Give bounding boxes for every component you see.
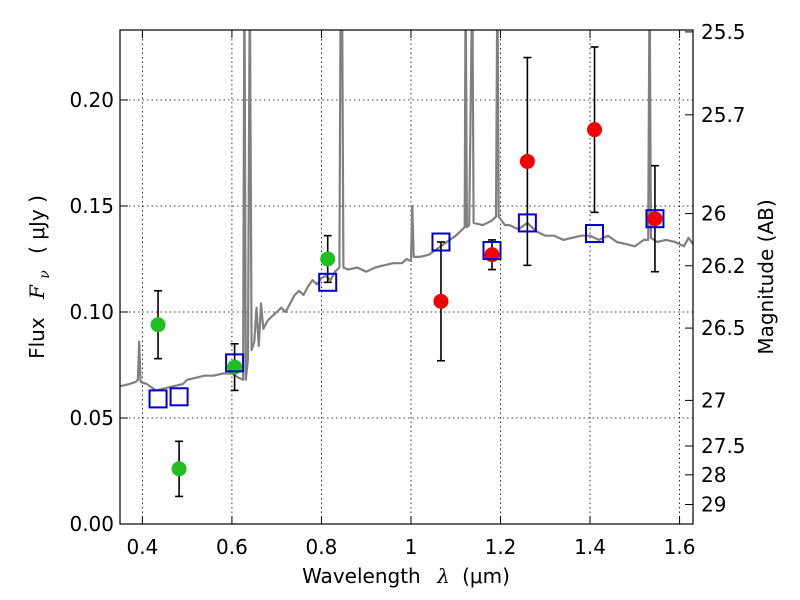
y-tick-label: 0.05 [69, 406, 114, 430]
grid [120, 30, 693, 525]
model-point-square [148, 389, 168, 409]
data-point-series-1 [519, 153, 535, 169]
x-tick-label: 1.4 [574, 535, 606, 559]
x-axis-label-text: Wavelength [302, 564, 421, 588]
model-point-square [645, 209, 665, 229]
y-axis-label: Flux F ν ( μJy ) [25, 195, 54, 359]
right-tick-label: 26 [701, 202, 726, 226]
y-tick-label: 0.20 [69, 88, 114, 112]
x-tick-label: 0.8 [306, 535, 338, 559]
x-tick-label: 1 [405, 535, 418, 559]
y-axis-label-unit: ( μJy ) [25, 195, 49, 254]
right-tick-label: 27 [701, 388, 726, 412]
y-axis-label-symbol: F [25, 284, 49, 300]
x-axis-label: Wavelength λ (μm) [302, 564, 510, 588]
y-axis-label-subscript: ν [37, 270, 53, 279]
model-point-square [517, 213, 537, 233]
plot-background [120, 30, 693, 524]
model-point-square [482, 240, 502, 260]
ticks: 0.4 0.6 0.8 1 1.2 1.4 1.6 0.00 0.05 0.10 0.15 0.20 2… [69, 20, 745, 559]
plot-frame [119, 29, 694, 525]
x-axis-label-symbol: λ [436, 564, 450, 588]
spectrum-layer [120, 30, 693, 392]
model-point-square [585, 224, 605, 244]
right-tick-label: 29 [701, 492, 726, 516]
data-point-series-0 [320, 251, 336, 267]
right-tick-label: 26.2 [701, 254, 746, 278]
right-tick-label: 27.5 [701, 434, 746, 458]
marker-layer [148, 122, 665, 477]
x-axis-label-unit: (μm) [462, 564, 510, 588]
data-point-series-0 [171, 461, 187, 477]
y-tick-label: 0.10 [69, 300, 114, 324]
data-point-series-1 [647, 211, 663, 227]
right-tick-label: 26.5 [701, 316, 746, 340]
data-point-series-1 [433, 293, 449, 309]
data-point-series-0 [150, 317, 166, 333]
data-point-series-1 [587, 122, 603, 138]
right-tick-label: 25.7 [701, 103, 746, 127]
model-point-square [318, 272, 338, 292]
x-tick-label: 1.2 [485, 535, 517, 559]
right-axis-label: Magnitude (AB) [754, 199, 778, 354]
right-tick-label: 25.5 [701, 20, 746, 44]
x-tick-label: 0.6 [216, 535, 248, 559]
right-tick-label: 28 [701, 463, 726, 487]
model-point-square [225, 353, 245, 373]
spectrum-line [120, 30, 693, 392]
model-point-square [169, 387, 189, 407]
y-axis-label-text: Flux [25, 317, 49, 359]
model-point-square [431, 232, 451, 252]
x-tick-label: 1.6 [664, 535, 696, 559]
y-tick-label: 0.00 [69, 512, 114, 536]
x-tick-label: 0.4 [126, 535, 158, 559]
y-tick-label: 0.15 [69, 194, 114, 218]
